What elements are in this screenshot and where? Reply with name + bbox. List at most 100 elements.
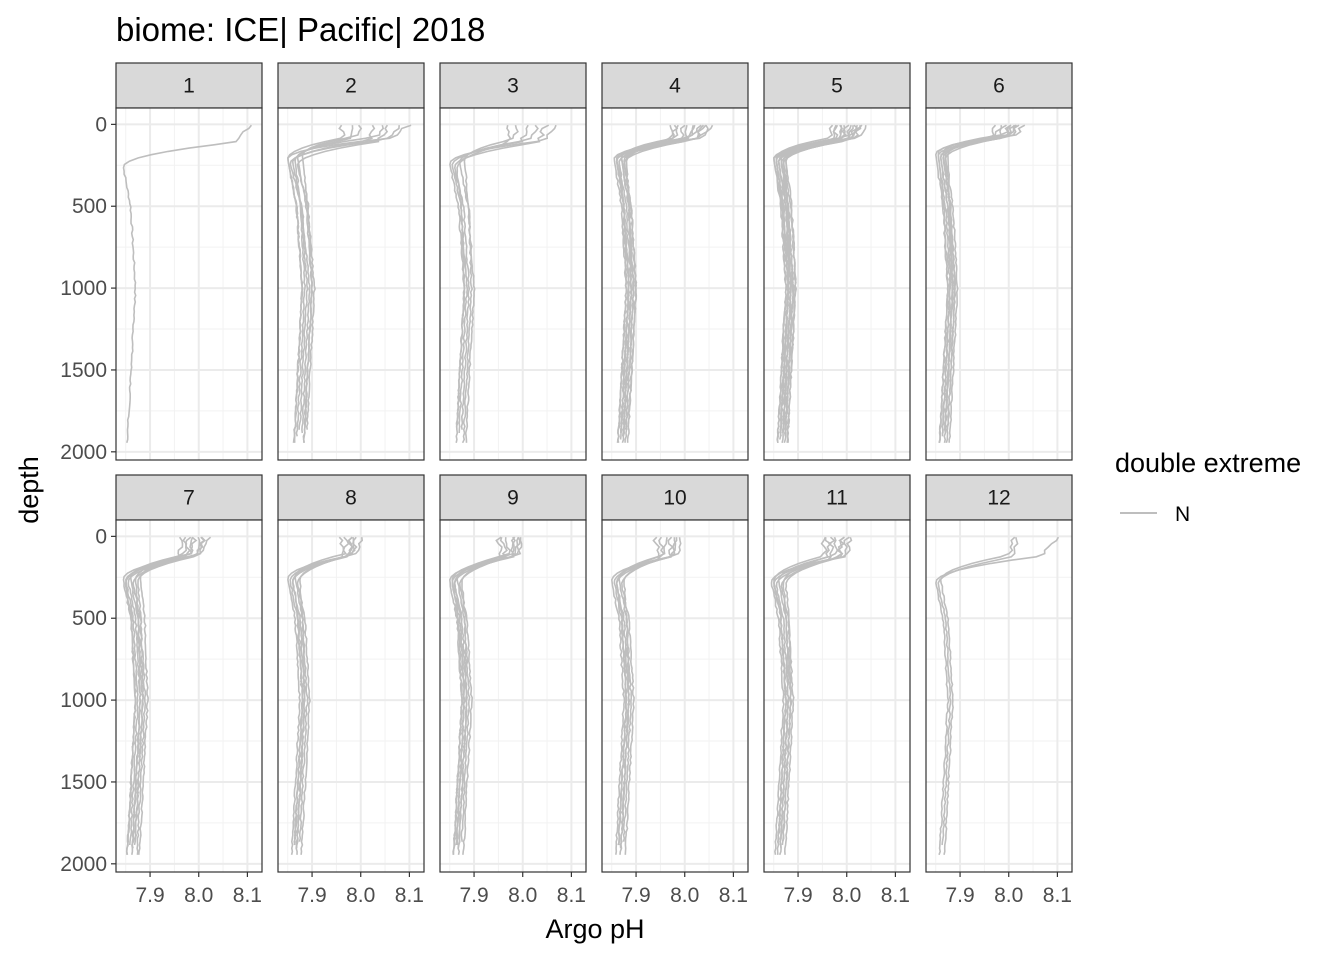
facet-strip (601, 62, 749, 109)
x-tick-label: 7.9 (945, 884, 974, 907)
x-tick-label: 8.1 (1043, 884, 1072, 907)
x-axis-title: Argo pH (545, 914, 644, 944)
profile-line (287, 537, 364, 855)
x-tick-label: 7.9 (783, 884, 812, 907)
facet-strip-label: 3 (507, 75, 519, 98)
facet-strip (115, 62, 263, 109)
facet-panel-3: 3 (439, 62, 587, 461)
profile-line (295, 536, 357, 849)
profile-line (453, 536, 503, 846)
facet-strip-label: 12 (987, 487, 1010, 510)
profile-line (133, 536, 206, 846)
profile-line (944, 124, 1012, 430)
x-axes: 7.9 8.0 8.1 7.9 8.0 8.1 7.9 8.0 8.1 7.9 8.0 8.1 7.9 8… (135, 872, 1072, 907)
profile-line (124, 536, 207, 846)
panel-border (925, 107, 1073, 461)
facet-strip (277, 62, 425, 109)
y-axes: 0 500 1000 1500 2000 0 500 1000 1500 2000 (60, 113, 116, 876)
profile-lines (449, 124, 557, 444)
facet-strip (277, 474, 425, 521)
facet-panel-5: 5 (763, 62, 911, 461)
profile-line (458, 536, 508, 855)
facet-panel-2: 2 (277, 62, 425, 461)
facet-strip-label: 9 (507, 487, 519, 510)
legend-title: double extreme (1115, 448, 1301, 478)
y-tick-label: 500 (72, 195, 107, 218)
y-tick-label: 2000 (60, 441, 107, 464)
facet-strip-label: 5 (831, 75, 843, 98)
facet-strip (115, 474, 263, 521)
facet-panel-9: 9 (439, 474, 587, 873)
y-tick-label: 2000 (60, 853, 107, 876)
profile-lines (935, 536, 1060, 856)
facet-panel-10: 10 (601, 474, 749, 873)
panel-border (277, 519, 425, 873)
profile-line (615, 536, 661, 846)
profile-line (456, 537, 512, 842)
facet-panel-1: 1 (115, 62, 263, 461)
facet-strip-label: 6 (993, 75, 1005, 98)
y-tick-label: 1000 (60, 277, 107, 300)
profile-line (619, 537, 678, 849)
profile-line (785, 125, 862, 443)
profile-line (770, 536, 853, 855)
x-tick-label: 8.0 (670, 884, 699, 907)
panel-background (116, 108, 262, 460)
profile-line (939, 536, 1016, 855)
profile-lines (286, 124, 412, 443)
panel-border (763, 519, 911, 873)
profile-line (937, 537, 1019, 846)
x-tick-label: 8.0 (508, 884, 537, 907)
profile-line (451, 536, 516, 855)
x-tick-label: 8.1 (719, 884, 748, 907)
profile-line (457, 536, 521, 849)
profile-line (453, 124, 550, 430)
y-tick-label: 1000 (60, 689, 107, 712)
facet-strip (925, 62, 1073, 109)
facet-strip (439, 474, 587, 521)
panel-border (115, 107, 263, 461)
x-tick-label: 8.1 (233, 884, 262, 907)
facet-panel-7: 7 (115, 474, 263, 873)
facet-strip-label: 4 (669, 75, 681, 98)
profile-line (777, 124, 843, 437)
profile-line (131, 536, 188, 849)
facet-strip (763, 62, 911, 109)
x-tick-label: 7.9 (621, 884, 650, 907)
profile-line (291, 536, 354, 846)
profile-line (132, 536, 192, 855)
profile-line (122, 124, 253, 444)
profile-lines (610, 536, 682, 855)
facet-panel-4: 4 (601, 62, 749, 461)
profile-line (779, 537, 832, 849)
panel-border (115, 519, 263, 873)
profile-line (941, 125, 1003, 437)
x-tick-label: 7.9 (297, 884, 326, 907)
profile-line (780, 536, 836, 855)
y-tick-label: 1500 (60, 359, 107, 382)
profile-line (782, 125, 854, 430)
profile-line (615, 124, 695, 440)
facet-strip (925, 474, 1073, 521)
profile-lines (772, 124, 867, 444)
panel-border (601, 519, 749, 873)
facet-strip-label: 7 (183, 487, 195, 510)
profile-line (620, 536, 665, 855)
profile-line (291, 125, 400, 430)
profile-line (461, 125, 519, 444)
profile-lines (770, 536, 853, 856)
facet-strip-label: 2 (345, 75, 357, 98)
facet-panel-8: 8 (277, 474, 425, 873)
facet-panels: 1 2 3 4 5 67 8 9 10 11 12 (115, 62, 1073, 873)
profile-lines (122, 536, 212, 855)
profile-lines (287, 536, 364, 855)
facet-strip (763, 474, 911, 521)
profile-line (620, 124, 679, 443)
legend-label-n: N (1175, 503, 1190, 526)
y-tick-label: 0 (95, 113, 107, 136)
profile-lines (613, 124, 714, 444)
facet-panel-11: 11 (763, 474, 911, 873)
facet-strip-label: 10 (663, 487, 686, 510)
x-tick-label: 8.0 (994, 884, 1023, 907)
y-tick-label: 500 (72, 607, 107, 630)
